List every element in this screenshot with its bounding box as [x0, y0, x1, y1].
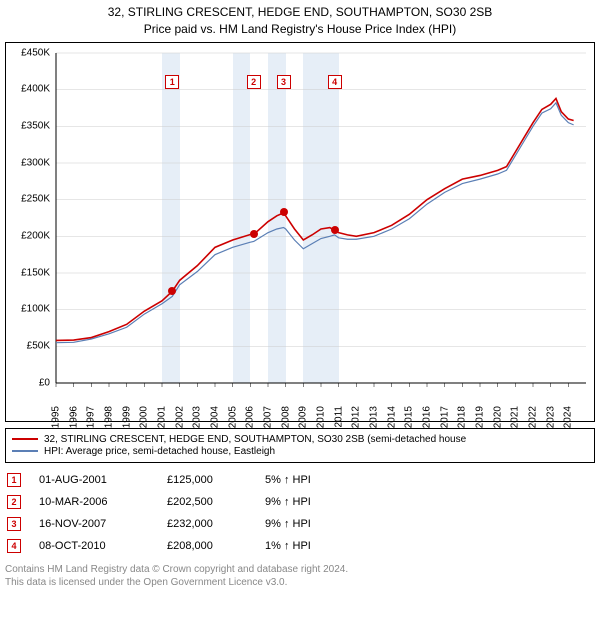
- x-tick-label: 2009: [298, 406, 309, 428]
- sale-date: 08-OCT-2010: [39, 540, 149, 552]
- sale-price: £232,000: [167, 518, 247, 530]
- x-tick-label: 2004: [210, 406, 221, 428]
- sale-index: 2: [7, 495, 21, 509]
- sales-table: 1 01-AUG-2001 £125,000 5% ↑ HPI 2 10-MAR-2006…: [5, 469, 595, 557]
- sale-marker: 2: [247, 75, 261, 89]
- footer-attribution: Contains HM Land Registry data © Crown c…: [5, 563, 595, 589]
- sale-date: 16-NOV-2007: [39, 518, 149, 530]
- footer-line-2: This data is licensed under the Open Gov…: [5, 576, 595, 589]
- x-tick-label: 2017: [439, 406, 450, 428]
- x-tick-label: 2022: [528, 406, 539, 428]
- x-tick-label: 2016: [422, 406, 433, 428]
- sale-diff: 5% ↑ HPI: [265, 474, 375, 486]
- x-tick-label: 2018: [457, 406, 468, 428]
- y-tick-label: £400K: [21, 84, 50, 95]
- x-tick-label: 2002: [174, 406, 185, 428]
- y-tick-label: £250K: [21, 194, 50, 205]
- x-tick-label: 2014: [386, 406, 397, 428]
- sale-index: 3: [7, 517, 21, 531]
- sale-dot: [250, 230, 258, 238]
- legend-swatch: [12, 438, 38, 440]
- sale-row: 3 16-NOV-2007 £232,000 9% ↑ HPI: [5, 513, 595, 535]
- x-tick-label: 2007: [263, 406, 274, 428]
- sale-price: £208,000: [167, 540, 247, 552]
- series-subject: [56, 98, 574, 340]
- sale-marker: 3: [277, 75, 291, 89]
- y-tick-label: £150K: [21, 267, 50, 278]
- sale-date: 01-AUG-2001: [39, 474, 149, 486]
- y-tick-label: £350K: [21, 120, 50, 131]
- x-tick-label: 1995: [51, 406, 62, 428]
- sale-marker: 4: [328, 75, 342, 89]
- x-tick-label: 1999: [121, 406, 132, 428]
- sale-price: £125,000: [167, 474, 247, 486]
- x-tick-label: 2019: [475, 406, 486, 428]
- sale-marker: 1: [165, 75, 179, 89]
- sale-diff: 1% ↑ HPI: [265, 540, 375, 552]
- plot-area: 1 2 3 4: [56, 53, 586, 383]
- x-tick-label: 2012: [351, 406, 362, 428]
- x-tick-label: 2005: [227, 406, 238, 428]
- x-tick-label: 2015: [404, 406, 415, 428]
- x-tick-label: 2024: [563, 406, 574, 428]
- title-line-1: 32, STIRLING CRESCENT, HEDGE END, SOUTHA…: [4, 4, 596, 21]
- sale-row: 2 10-MAR-2006 £202,500 9% ↑ HPI: [5, 491, 595, 513]
- footer-line-1: Contains HM Land Registry data © Crown c…: [5, 563, 595, 576]
- y-tick-label: £300K: [21, 157, 50, 168]
- sale-row: 4 08-OCT-2010 £208,000 1% ↑ HPI: [5, 535, 595, 557]
- series-hpi: [56, 102, 574, 342]
- sale-dot: [168, 287, 176, 295]
- chart-title: 32, STIRLING CRESCENT, HEDGE END, SOUTHA…: [4, 4, 596, 38]
- x-tick-label: 1996: [68, 406, 79, 428]
- legend-label: 32, STIRLING CRESCENT, HEDGE END, SOUTHA…: [44, 434, 466, 445]
- sale-dot: [331, 226, 339, 234]
- sale-index: 1: [7, 473, 21, 487]
- x-tick-label: 2021: [510, 406, 521, 428]
- y-tick-label: £50K: [27, 340, 50, 351]
- x-tick-label: 2000: [139, 406, 150, 428]
- legend-item: 32, STIRLING CRESCENT, HEDGE END, SOUTHA…: [12, 434, 588, 445]
- legend-swatch: [12, 450, 38, 452]
- y-tick-label: £450K: [21, 47, 50, 58]
- y-tick-label: £200K: [21, 230, 50, 241]
- chart-container: 1 2 3 4 £0 £50K £100K £150K £200K £250K £300K £350…: [5, 42, 595, 422]
- chart-svg: [56, 53, 586, 383]
- x-tick-label: 1998: [104, 406, 115, 428]
- sale-row: 1 01-AUG-2001 £125,000 5% ↑ HPI: [5, 469, 595, 491]
- x-tick-label: 2020: [492, 406, 503, 428]
- x-tick-label: 2013: [369, 406, 380, 428]
- x-tick-label: 2023: [545, 406, 556, 428]
- x-tick-label: 2001: [157, 406, 168, 428]
- title-line-2: Price paid vs. HM Land Registry's House …: [4, 21, 596, 38]
- x-tick-label: 2010: [316, 406, 327, 428]
- y-tick-label: £100K: [21, 304, 50, 315]
- sale-dot: [280, 208, 288, 216]
- x-tick-label: 2006: [245, 406, 256, 428]
- legend: 32, STIRLING CRESCENT, HEDGE END, SOUTHA…: [5, 428, 595, 463]
- sale-diff: 9% ↑ HPI: [265, 496, 375, 508]
- x-tick-label: 1997: [86, 406, 97, 428]
- legend-item: HPI: Average price, semi-detached house,…: [12, 446, 588, 457]
- y-tick-label: £0: [39, 377, 50, 388]
- sale-index: 4: [7, 539, 21, 553]
- x-tick-label: 2003: [192, 406, 203, 428]
- x-tick-label: 2008: [280, 406, 291, 428]
- sale-diff: 9% ↑ HPI: [265, 518, 375, 530]
- sale-date: 10-MAR-2006: [39, 496, 149, 508]
- sale-price: £202,500: [167, 496, 247, 508]
- x-tick-label: 2011: [333, 406, 344, 428]
- legend-label: HPI: Average price, semi-detached house,…: [44, 446, 275, 457]
